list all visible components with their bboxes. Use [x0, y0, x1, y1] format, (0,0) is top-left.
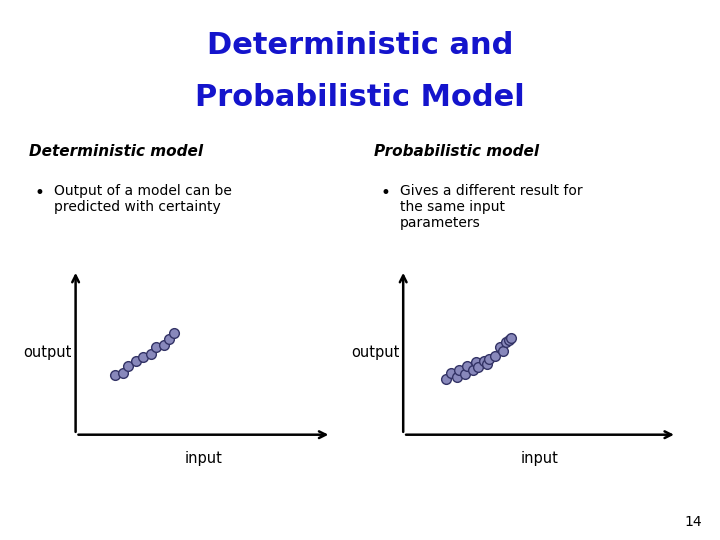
- Text: Probabilistic model: Probabilistic model: [374, 144, 539, 159]
- Text: •: •: [380, 184, 390, 201]
- Text: output: output: [351, 345, 400, 360]
- Text: input: input: [521, 451, 559, 467]
- Text: Output of a model can be
predicted with certainty: Output of a model can be predicted with …: [54, 184, 232, 214]
- Text: 14: 14: [685, 515, 702, 529]
- Text: input: input: [184, 451, 222, 467]
- Text: Deterministic model: Deterministic model: [29, 144, 203, 159]
- Text: Gives a different result for
the same input
parameters: Gives a different result for the same in…: [400, 184, 582, 230]
- Text: •: •: [35, 184, 45, 201]
- Text: Deterministic and: Deterministic and: [207, 31, 513, 60]
- Text: output: output: [24, 345, 72, 360]
- Text: Probabilistic Model: Probabilistic Model: [195, 83, 525, 112]
